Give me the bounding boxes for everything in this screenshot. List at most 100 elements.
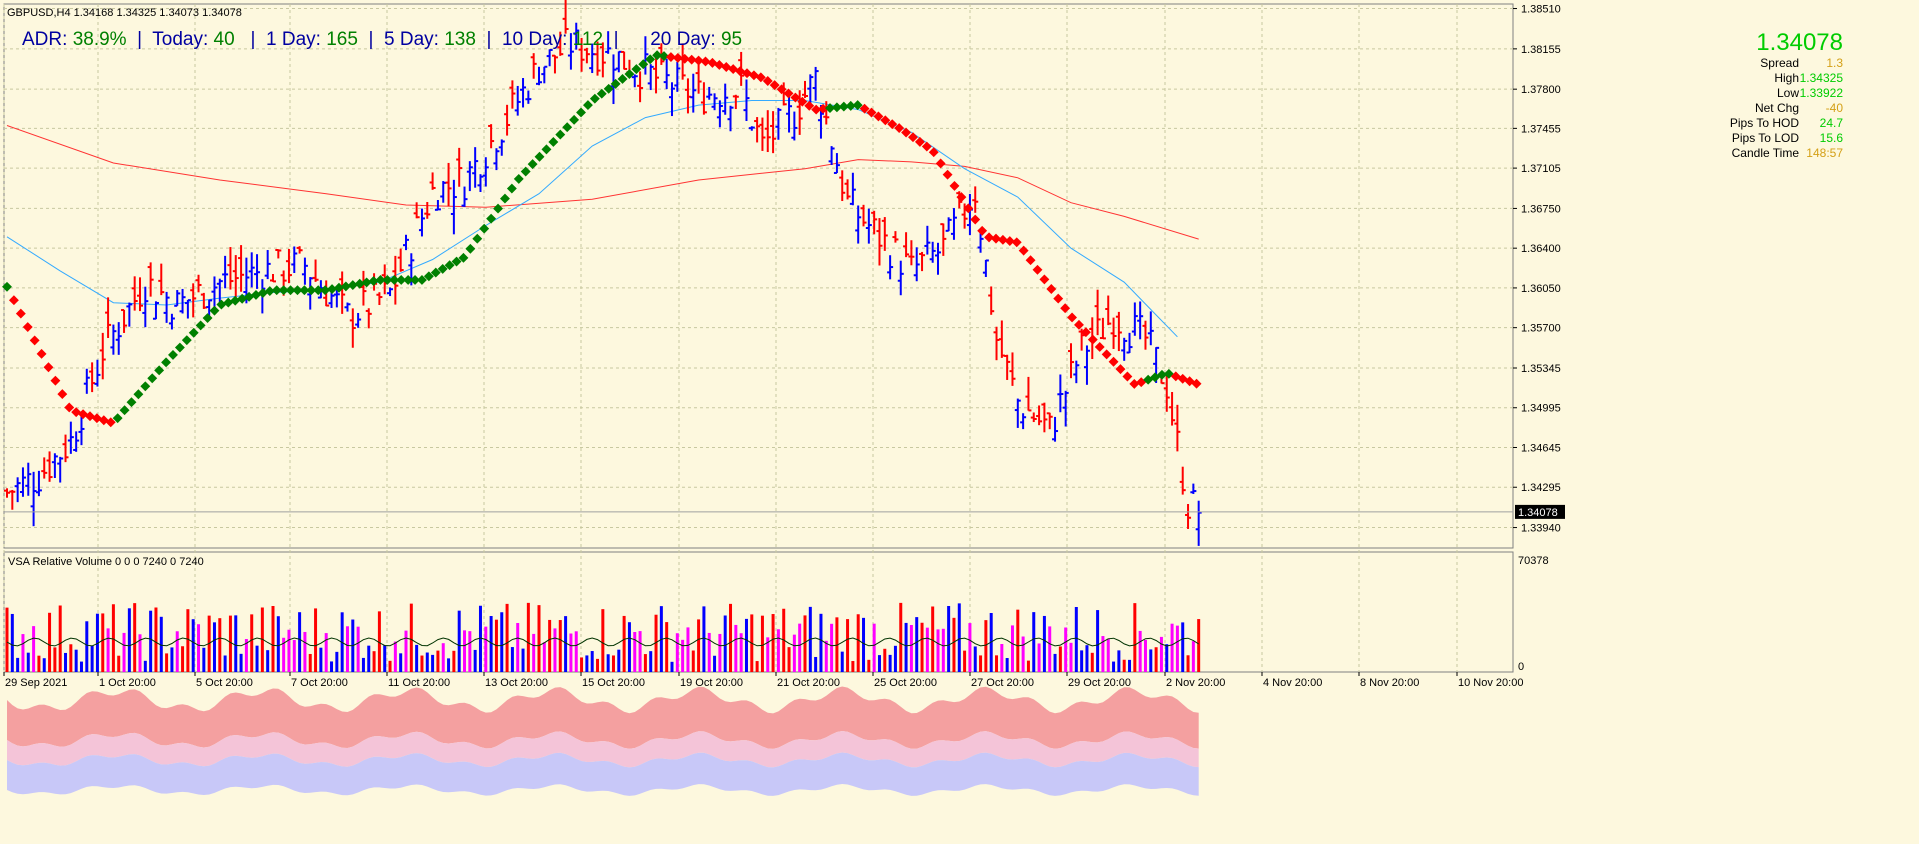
trend-marker — [50, 375, 61, 386]
y-tick-label: 1.38155 — [1521, 44, 1561, 56]
trend-marker — [1094, 342, 1105, 352]
trend-marker — [506, 183, 517, 194]
trend-marker — [1129, 378, 1140, 389]
trend-marker — [776, 84, 787, 95]
trend-marker — [423, 271, 434, 282]
trend-marker — [403, 275, 414, 285]
trend-marker — [956, 192, 967, 203]
day1-value: 165 — [326, 29, 358, 50]
trend-marker — [624, 69, 635, 79]
trend-marker — [859, 103, 870, 114]
trend-marker — [43, 362, 54, 373]
trend-marker — [513, 173, 524, 184]
trend-marker — [977, 225, 988, 236]
y-tick-label: 1.35345 — [1521, 363, 1561, 375]
trend-marker — [22, 322, 33, 332]
stat-value: -40 — [1825, 101, 1843, 115]
trend-marker — [382, 275, 393, 285]
trend-marker — [555, 129, 566, 140]
trend-marker — [811, 104, 822, 115]
x-tick-label: 29 Sep 2021 — [5, 677, 67, 689]
trend-marker — [825, 103, 835, 114]
stat-value: 148:57 — [1806, 146, 1843, 160]
trend-marker — [1011, 237, 1022, 248]
y-tick-label: 1.38510 — [1521, 4, 1561, 16]
stat-row: Spread 1.3 — [1730, 56, 1843, 71]
trend-marker — [500, 193, 510, 204]
x-tick-label: 27 Oct 20:00 — [971, 677, 1034, 689]
x-tick-label: 25 Oct 20:00 — [874, 677, 937, 689]
trend-marker — [340, 281, 351, 292]
trend-marker — [1046, 284, 1057, 294]
trend-marker — [831, 102, 842, 113]
trend-marker — [174, 342, 185, 353]
x-tick-label: 8 Nov 20:00 — [1360, 677, 1419, 689]
trend-marker — [914, 136, 925, 147]
trend-marker — [57, 389, 68, 400]
trend-marker — [901, 127, 912, 138]
day20-value: 95 — [720, 29, 743, 50]
trend-marker — [36, 348, 47, 359]
trend-marker — [755, 72, 766, 83]
stat-row: Pips To LOD 15.6 — [1730, 131, 1843, 146]
volume-bars — [5, 602, 1201, 796]
trend-marker — [237, 293, 248, 304]
stat-value: 24.7 — [1819, 116, 1843, 130]
stat-row: Candle Time 148:57 — [1730, 146, 1843, 161]
stat-label: High — [1774, 71, 1799, 85]
trend-marker — [209, 305, 220, 316]
trend-marker — [8, 295, 19, 306]
price-bars — [4, 0, 1202, 546]
trend-marker — [562, 122, 573, 133]
current-price-box — [1515, 504, 1565, 519]
trend-marker — [271, 285, 282, 296]
trend-marker — [251, 289, 261, 300]
trend-marker — [1032, 264, 1043, 275]
trend-marker — [195, 320, 206, 331]
trend-marker — [790, 92, 801, 103]
trend-marker — [126, 397, 137, 408]
x-tick-label: 1 Oct 20:00 — [99, 677, 156, 689]
trend-marker — [963, 203, 974, 214]
trend-marker — [921, 141, 932, 152]
trend-marker — [569, 114, 580, 125]
trend-marker — [665, 52, 676, 62]
trend-marker — [306, 285, 317, 296]
trend-marker — [582, 100, 593, 111]
trend-marker — [133, 389, 144, 400]
symbol-header: GBPUSD,H4 1.34168 1.34325 1.34073 1.3407… — [7, 7, 242, 19]
stats-panel: 1.34078 Spread 1.3 High1.34325 Low1.33922 Ne… — [1730, 30, 1843, 161]
trend-marker — [320, 285, 331, 296]
trend-marker — [223, 297, 234, 308]
trend-marker — [541, 144, 552, 155]
y-tick-label: 1.36750 — [1521, 203, 1561, 215]
trend-marker — [908, 132, 918, 143]
trend-marker — [783, 88, 794, 99]
trend-marker — [534, 151, 545, 162]
y-tick-label: 1.37455 — [1521, 123, 1561, 135]
trend-marker — [928, 147, 939, 158]
day10-label: 10 Day: — [501, 29, 568, 50]
trend-marker — [520, 166, 531, 177]
trend-marker — [465, 243, 476, 254]
volume-average-line — [6, 637, 1199, 647]
trend-marker — [589, 93, 600, 104]
trend-marker — [493, 203, 503, 214]
trend-marker — [202, 313, 213, 323]
x-tick-label: 4 Nov 20:00 — [1263, 677, 1322, 689]
trend-marker — [458, 252, 469, 263]
x-tick-label: 29 Oct 20:00 — [1068, 677, 1131, 689]
trend-marker — [693, 55, 704, 66]
stat-label: Net Chg — [1754, 101, 1799, 115]
trend-marker — [313, 285, 324, 296]
stat-value: 1.34325 — [1799, 71, 1843, 85]
trend-marker — [292, 285, 303, 296]
trend-marker — [1157, 369, 1167, 380]
trend-marker — [1067, 312, 1078, 323]
trend-marker — [389, 275, 400, 285]
trend-marker — [1101, 349, 1112, 360]
y-tick-label: 1.33940 — [1521, 523, 1561, 535]
trend-marker — [1108, 356, 1119, 367]
trend-marker — [970, 214, 981, 225]
